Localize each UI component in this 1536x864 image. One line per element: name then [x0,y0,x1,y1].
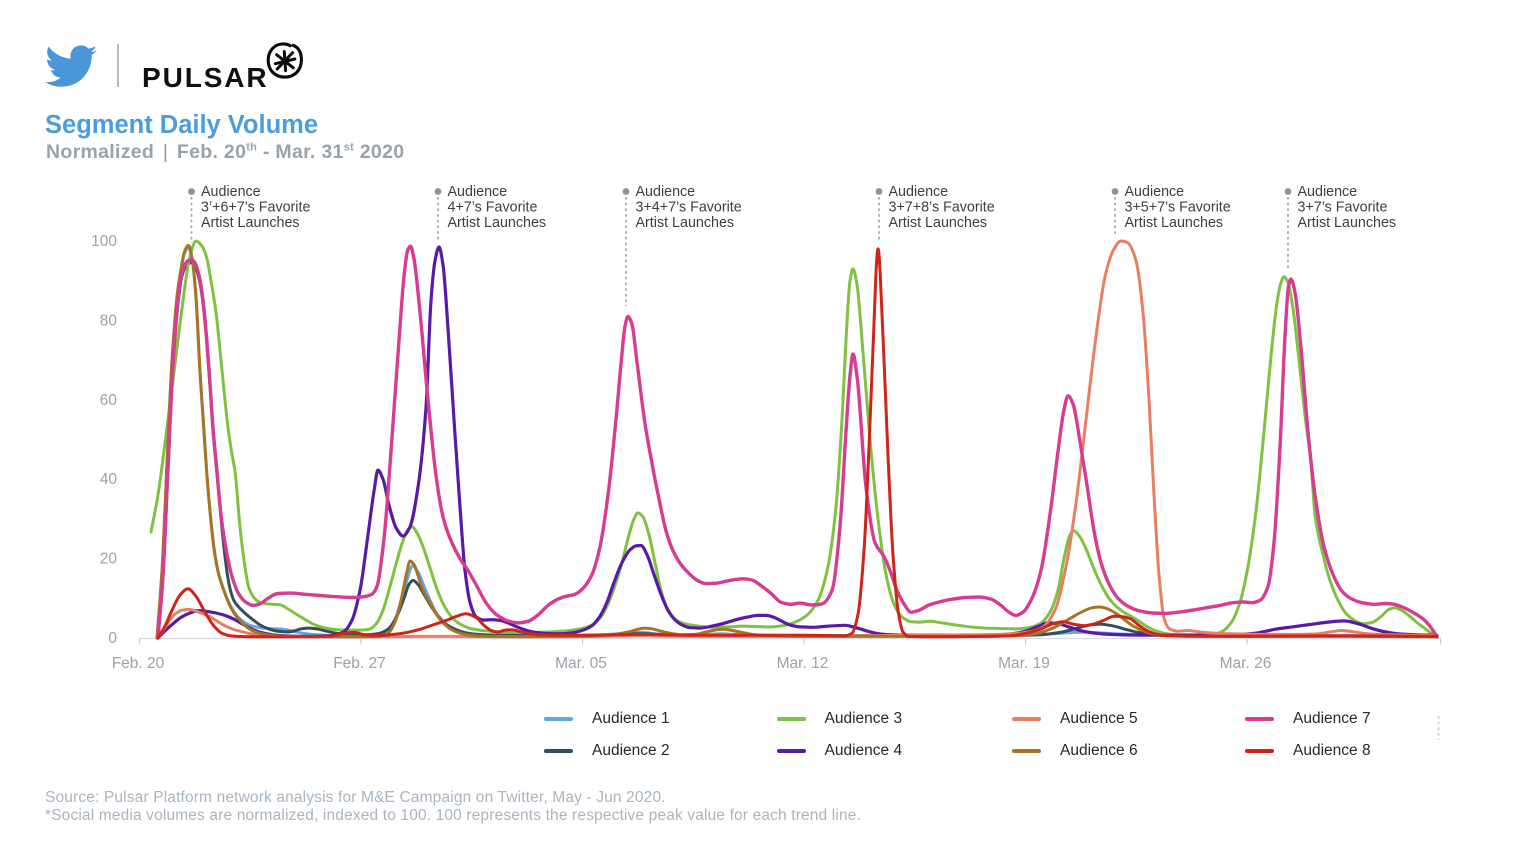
svg-text:20: 20 [100,551,118,568]
svg-text:Feb. 20: Feb. 20 [112,655,165,672]
svg-text:100: 100 [91,233,117,250]
svg-text:3+7’s Favorite: 3+7’s Favorite [1298,199,1388,215]
svg-text:Artist Launches: Artist Launches [1125,215,1224,231]
svg-text:3+5+7’s Favorite: 3+5+7’s Favorite [1125,199,1231,215]
svg-text:Feb. 27: Feb. 27 [333,655,386,672]
svg-text:40: 40 [100,471,118,488]
svg-text:Mar. 19: Mar. 19 [998,655,1050,672]
svg-text:Audience: Audience [636,184,696,200]
svg-text:Artist Launches: Artist Launches [448,215,547,231]
svg-text:Artist Launches: Artist Launches [636,215,735,231]
svg-text:Artist Launches: Artist Launches [1298,215,1397,231]
svg-text:60: 60 [100,392,118,409]
svg-text:3+4+7’s Favorite: 3+4+7’s Favorite [636,199,742,215]
svg-text:Artist Launches: Artist Launches [889,215,988,231]
svg-text:Audience: Audience [889,184,949,200]
svg-text:4+7’s Favorite: 4+7’s Favorite [448,199,538,215]
svg-text:Audience: Audience [1125,184,1185,200]
svg-text:Audience: Audience [201,184,261,200]
svg-text:3+7+8’s Favorite: 3+7+8’s Favorite [889,199,995,215]
svg-text:Mar. 12: Mar. 12 [777,655,829,672]
svg-text:Audience: Audience [448,184,508,200]
svg-text:0: 0 [108,630,117,647]
svg-text:3’+6+7’s Favorite: 3’+6+7’s Favorite [201,199,310,215]
svg-text:80: 80 [100,312,118,329]
svg-text:Mar. 26: Mar. 26 [1220,655,1272,672]
svg-text:Artist Launches: Artist Launches [201,215,300,231]
svg-text:Audience: Audience [1298,184,1358,200]
svg-text:Mar. 05: Mar. 05 [555,655,607,672]
